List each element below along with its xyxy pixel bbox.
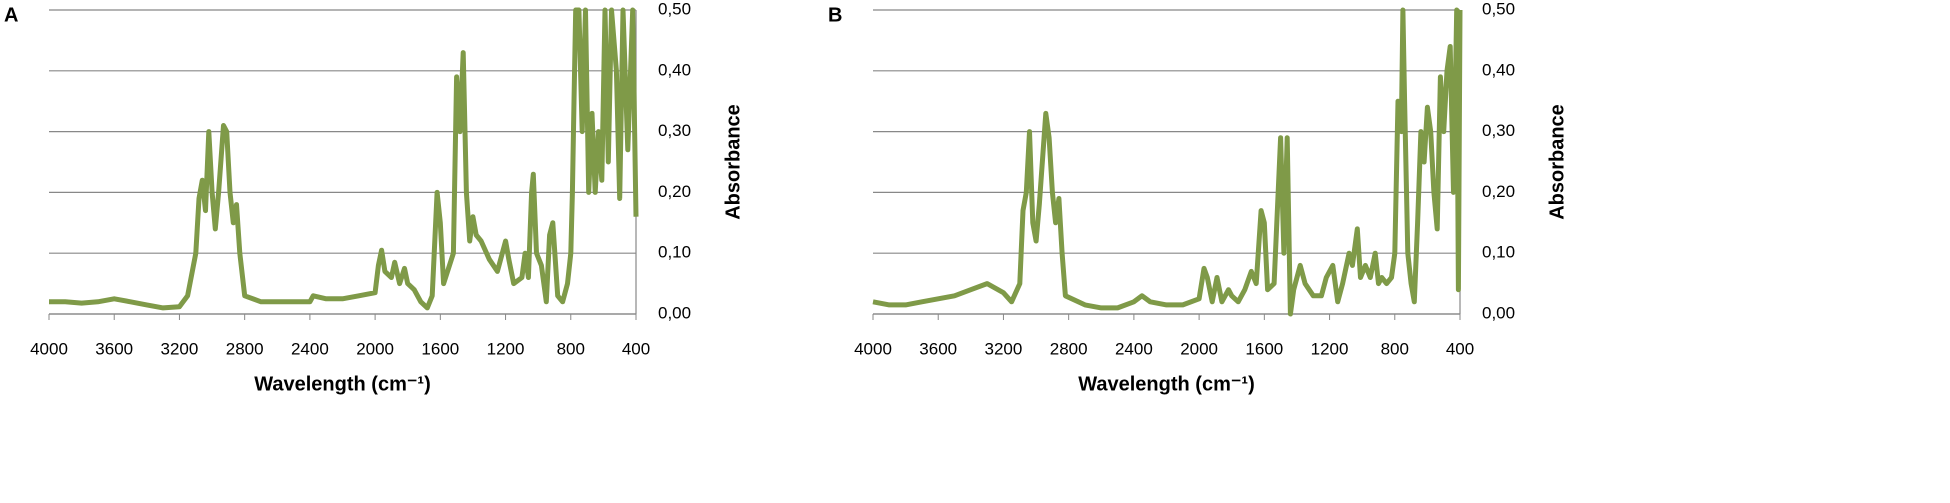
x-tick-label: 2800 [1050, 339, 1088, 358]
y-tick-label: 0,50 [1482, 0, 1515, 18]
panel-label: A [4, 4, 18, 26]
y-tick-label: 0,40 [1482, 60, 1515, 79]
x-tick-label: 1600 [1245, 339, 1283, 358]
x-tick-label: 2800 [226, 339, 264, 358]
y-tick-label: 0,00 [658, 303, 691, 322]
y-axis-title: Absorbance [1546, 104, 1568, 220]
x-tick-label: 3600 [95, 339, 133, 358]
x-tick-label: 2400 [1115, 339, 1153, 358]
y-tick-label: 0,30 [1482, 121, 1515, 140]
x-tick-label: 4000 [854, 339, 892, 358]
x-tick-label: 1200 [487, 339, 525, 358]
x-tick-label: 800 [1381, 339, 1409, 358]
x-tick-label: 2000 [1180, 339, 1218, 358]
y-tick-label: 0,50 [658, 0, 691, 18]
x-tick-label: 4000 [30, 339, 68, 358]
y-tick-label: 0,10 [658, 243, 691, 262]
x-tick-label: 1200 [1311, 339, 1349, 358]
y-tick-label: 0,40 [658, 60, 691, 79]
x-tick-label: 3600 [919, 339, 957, 358]
y-axis-title: Absorbance [722, 104, 744, 220]
panel-label: B [828, 4, 842, 26]
x-tick-label: 2000 [356, 339, 394, 358]
y-tick-label: 0,00 [1482, 303, 1515, 322]
spectrum-line [49, 7, 639, 311]
y-tick-label: 0,30 [658, 121, 691, 140]
x-tick-label: 800 [557, 339, 585, 358]
x-tick-label: 400 [622, 339, 650, 358]
x-axis-title: Wavelength (cm⁻¹) [254, 373, 431, 395]
x-tick-label: 400 [1446, 339, 1474, 358]
x-axis-title: Wavelength (cm⁻¹) [1078, 373, 1255, 395]
x-tick-label: 3200 [985, 339, 1023, 358]
spectrum-line [872, 7, 1463, 317]
y-tick-label: 0,10 [1482, 243, 1515, 262]
y-tick-label: 0,20 [658, 182, 691, 201]
x-tick-label: 2400 [291, 339, 329, 358]
y-tick-label: 0,20 [1482, 182, 1515, 201]
x-tick-label: 1600 [421, 339, 459, 358]
x-tick-label: 3200 [161, 339, 199, 358]
